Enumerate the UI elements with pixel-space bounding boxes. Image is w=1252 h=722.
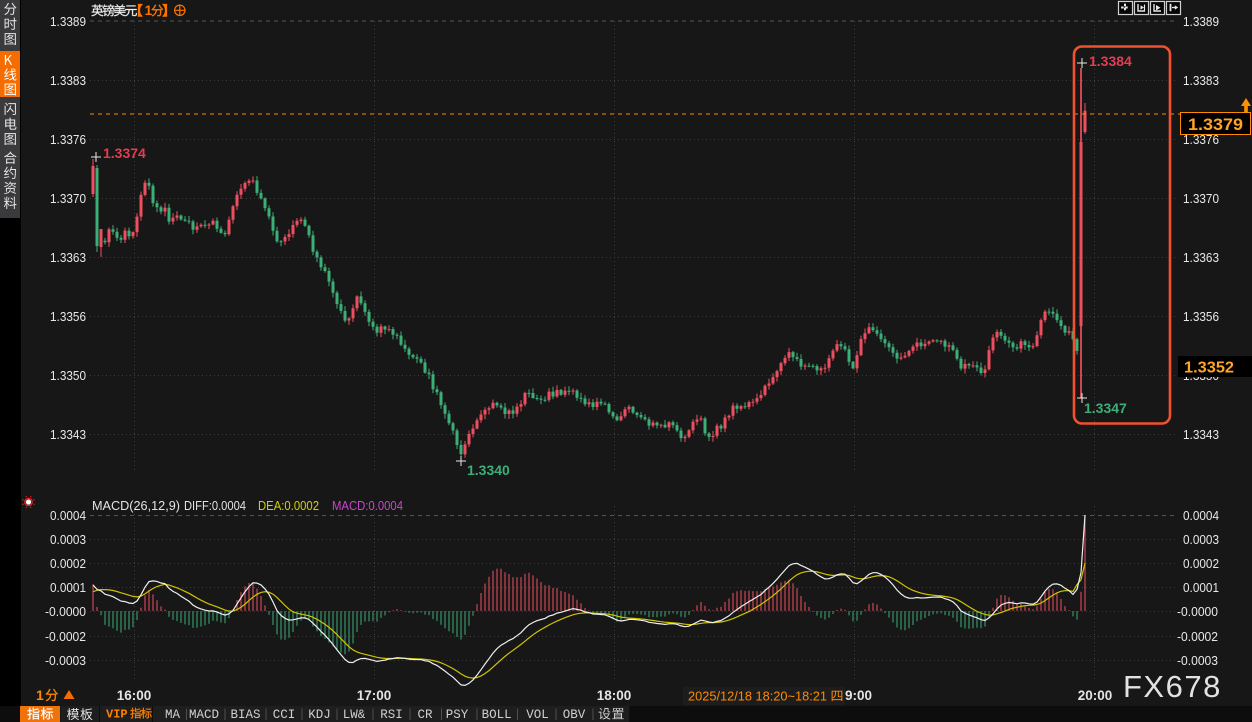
svg-text:VIP: VIP	[106, 708, 128, 722]
svg-text:1: 1	[145, 3, 153, 18]
svg-text:1.3384: 1.3384	[1089, 53, 1132, 69]
svg-text:0.0003: 0.0003	[50, 532, 86, 547]
svg-text:18:00: 18:00	[597, 688, 632, 703]
svg-text:-0.0003: -0.0003	[1177, 653, 1218, 668]
svg-text:-0.0000: -0.0000	[1177, 604, 1218, 619]
svg-text:1.3376: 1.3376	[1183, 132, 1219, 147]
svg-text:0.0003: 0.0003	[1183, 532, 1219, 547]
svg-text:1.3347: 1.3347	[1084, 400, 1127, 416]
svg-text:17:00: 17:00	[357, 688, 392, 703]
svg-text:0.0002: 0.0002	[1183, 556, 1219, 571]
svg-text:1.3389: 1.3389	[1183, 14, 1219, 29]
svg-text:16:00: 16:00	[117, 688, 152, 703]
svg-text:VOL: VOL	[526, 708, 549, 722]
svg-text:-0.0000: -0.0000	[45, 604, 86, 619]
svg-text:0.0001: 0.0001	[1183, 580, 1219, 595]
svg-text:1.3363: 1.3363	[1183, 250, 1219, 265]
svg-text:1.3350: 1.3350	[50, 368, 86, 383]
svg-text:1.3370: 1.3370	[50, 191, 86, 206]
svg-text:1.3343: 1.3343	[1183, 427, 1219, 442]
svg-text:FX678: FX678	[1123, 669, 1222, 704]
svg-text:1.3356: 1.3356	[1183, 309, 1219, 324]
svg-text:0.0002: 0.0002	[50, 556, 86, 571]
svg-text:1.3340: 1.3340	[467, 462, 510, 478]
svg-text:-0.0002: -0.0002	[1177, 629, 1218, 644]
svg-text:MACD: MACD	[189, 708, 219, 722]
svg-text:20:00: 20:00	[1078, 688, 1113, 703]
svg-text:OBV: OBV	[563, 708, 586, 722]
svg-text:CR: CR	[417, 708, 433, 722]
svg-text:1.3376: 1.3376	[50, 132, 86, 147]
svg-text:-0.0003: -0.0003	[45, 653, 86, 668]
svg-text:0.0004: 0.0004	[50, 508, 86, 523]
svg-text:DEA:0.0002: DEA:0.0002	[258, 498, 319, 513]
svg-text:-0.0002: -0.0002	[45, 629, 86, 644]
svg-text:1.3370: 1.3370	[1183, 191, 1219, 206]
svg-text:1.3343: 1.3343	[50, 427, 86, 442]
svg-text:1.3379: 1.3379	[1188, 116, 1243, 134]
svg-text:MA: MA	[165, 708, 181, 722]
svg-text:1.3389: 1.3389	[50, 14, 86, 29]
svg-text:BOLL: BOLL	[482, 708, 512, 722]
svg-text:1: 1	[36, 687, 44, 703]
svg-text:2025/12/18 18:20~18:21: 2025/12/18 18:20~18:21	[688, 689, 827, 704]
svg-text:DIFF:0.0004: DIFF:0.0004	[184, 498, 246, 513]
svg-text:MACD:0.0004: MACD:0.0004	[332, 498, 403, 513]
svg-text:1.3374: 1.3374	[103, 145, 146, 161]
svg-text:9:00: 9:00	[845, 688, 872, 703]
svg-text:1.3383: 1.3383	[50, 73, 86, 88]
svg-text:1.3352: 1.3352	[1184, 360, 1234, 377]
svg-text:BIAS: BIAS	[230, 708, 260, 722]
svg-text:0.0004: 0.0004	[1183, 508, 1219, 523]
svg-text:1.3383: 1.3383	[1183, 73, 1219, 88]
svg-text:LW&: LW&	[343, 708, 366, 722]
svg-text:CCI: CCI	[273, 708, 296, 722]
svg-text:RSI: RSI	[380, 708, 403, 722]
svg-text:1.3356: 1.3356	[50, 309, 86, 324]
svg-text:1.3363: 1.3363	[50, 250, 86, 265]
svg-text:KDJ: KDJ	[308, 708, 331, 722]
svg-text:PSY: PSY	[446, 708, 469, 722]
svg-text:MACD(26,12,9): MACD(26,12,9)	[92, 498, 180, 513]
svg-text:0.0001: 0.0001	[50, 580, 86, 595]
